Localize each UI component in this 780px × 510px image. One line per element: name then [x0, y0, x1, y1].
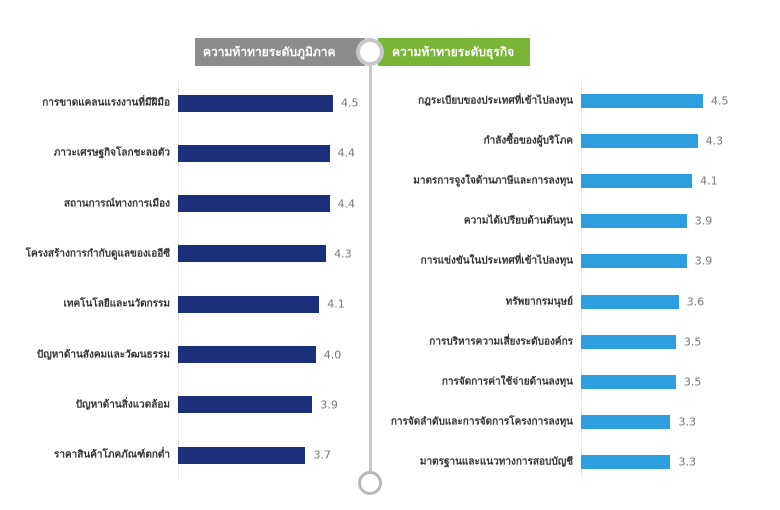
value-label: 3.6 [686, 295, 705, 308]
category-label: เทคโนโลยีและนวัตกรรม [63, 298, 170, 310]
regional-challenges-header: ความท้าทายระดับภูมิภาค [195, 38, 365, 66]
category-label: สถานการณ์ทางการเมือง [64, 198, 170, 210]
category-label: ความได้เปรียบด้านต้นทุน [463, 215, 573, 227]
bar [178, 245, 327, 263]
value-label: 3.5 [683, 375, 702, 389]
bar [178, 446, 306, 464]
category-label: การขาดแคลนแรงงานที่มีฝีมือ [42, 97, 170, 109]
bar [581, 254, 687, 269]
value-label: 3.5 [683, 335, 702, 349]
value-label: 4.3 [334, 247, 352, 261]
category-label: มาตรฐานและแนวทางการสอบบัญชี [419, 456, 573, 468]
value-label: 4.5 [341, 96, 359, 110]
value-label: 4.1 [327, 297, 345, 311]
category-label: การจัดลำดับและการจัดการโครงการลงทุน [390, 416, 573, 428]
value-label: 4.5 [711, 94, 729, 108]
category-label: การแข่งขันในประเทศที่เข้าไปลงทุน [420, 255, 573, 267]
bar [178, 396, 313, 414]
bar [581, 134, 698, 149]
category-axis [178, 80, 179, 480]
value-label: 4.4 [337, 197, 356, 211]
value-label: 4.1 [700, 174, 718, 188]
value-label: 3.9 [694, 254, 713, 268]
bar [178, 144, 330, 162]
category-label: กำลังซื้อของผู้บริโภค [483, 135, 573, 147]
category-label: โครงสร้างการกำกับดูแลของเออีซี [25, 248, 170, 260]
bar [178, 195, 330, 213]
bar [581, 454, 671, 469]
value-label: 3.3 [678, 455, 696, 469]
timeline-spine [369, 60, 372, 472]
bottom-circle-icon [358, 471, 382, 495]
bar [178, 346, 316, 363]
category-label: ภาวะเศรษฐกิจโลกชะลอตัว [53, 147, 170, 159]
value-label: 4.3 [705, 134, 724, 148]
value-label: 3.3 [678, 415, 696, 429]
category-label: การจัดการค่าใช้จ่ายด้านลงทุน [441, 376, 573, 388]
top-circle-icon [356, 38, 384, 66]
value-label: 4.0 [323, 348, 342, 361]
category-label: ปัญหาด้านสิ่งแวดล้อม [75, 399, 170, 411]
bar [178, 295, 320, 313]
bar [581, 294, 679, 309]
category-label: การบริหารความเสี่ยงระดับองค์กร [429, 336, 573, 348]
category-label: ปัญหาด้านสังคมและวัฒนธรรม [36, 349, 170, 360]
bar [178, 94, 333, 112]
bar [581, 94, 703, 108]
category-label: ราคาสินค้าโภคภัณฑ์ตกต่ำ [53, 449, 170, 461]
category-label: กฎระเบียบของประเทศที่เข้าไปลงทุน [418, 95, 573, 107]
bar [581, 214, 687, 229]
value-label: 3.7 [313, 448, 331, 462]
bar [581, 414, 671, 429]
category-label: มาตรการจูงใจด้านภาษีและการลงทุน [413, 175, 573, 187]
value-label: 3.9 [320, 398, 338, 412]
business-challenges-header: ความท้าทายระดับธุรกิจ [378, 38, 530, 66]
bar [581, 174, 693, 189]
category-axis [581, 80, 582, 478]
category-label: ทรัพยากรมนุษย์ [505, 296, 573, 307]
bar [581, 334, 676, 349]
value-label: 3.9 [694, 214, 713, 228]
value-label: 4.4 [337, 146, 356, 160]
bar [581, 374, 676, 389]
